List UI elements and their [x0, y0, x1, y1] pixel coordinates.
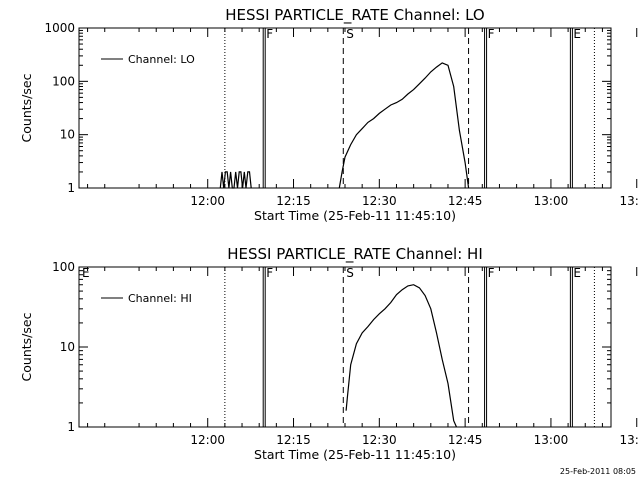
y-tick-label: 1	[67, 420, 75, 434]
x-tick-label: 12:45	[448, 194, 483, 208]
x-tick-label: 12:00	[190, 433, 225, 447]
marker-label: S	[346, 266, 354, 280]
marker-label: E	[573, 266, 581, 280]
x-axis-label: Start Time (25-Feb-11 11:45:10)	[254, 447, 456, 462]
series-line-channel-hi	[345, 284, 458, 428]
x-tick-label: 13:15	[619, 433, 640, 447]
y-tick-label: 100	[52, 74, 75, 88]
y-axis-label: Counts/sec	[19, 312, 34, 381]
x-tick-label: 13:00	[534, 433, 569, 447]
legend-label: Channel: HI	[128, 292, 192, 305]
chart-panel-1: HESSI PARTICLE_RATE Channel: LO 1 10 100 100…	[19, 6, 640, 223]
plot-frame	[78, 266, 612, 428]
x-tick-label: 12:30	[362, 433, 397, 447]
marker-label: F	[266, 27, 273, 41]
legend-label: Channel: LO	[128, 53, 195, 66]
marker-label: E	[573, 27, 581, 41]
marker-label: S	[346, 27, 354, 41]
chart-title: HESSI PARTICLE_RATE Channel: LO	[225, 6, 484, 25]
plot-frame	[78, 27, 612, 189]
marker-label: E	[82, 266, 90, 280]
y-tick-label: 1	[67, 181, 75, 195]
y-axis-label: Counts/sec	[19, 73, 34, 142]
x-tick-label: 12:45	[448, 433, 483, 447]
y-tick-label: 1000	[44, 21, 75, 35]
x-tick-label: 12:15	[276, 194, 311, 208]
marker-label: F	[266, 266, 273, 280]
series-line-channel-lo	[219, 171, 252, 189]
y-tick-label: 10	[60, 128, 75, 142]
x-tick-label: 12:30	[362, 194, 397, 208]
chart-panel-2: HESSI PARTICLE_RATE Channel: HI 1 10 100 12:…	[19, 245, 640, 462]
y-tick-label: 10	[60, 340, 75, 354]
x-tick-label: 12:15	[276, 433, 311, 447]
footer-timestamp: 25-Feb-2011 08:05	[560, 467, 636, 476]
x-tick-label: 13:00	[534, 194, 569, 208]
x-axis-label: Start Time (25-Feb-11 11:45:10)	[254, 208, 456, 223]
y-tick-label: 100	[52, 260, 75, 274]
chart-title: HESSI PARTICLE_RATE Channel: HI	[227, 245, 483, 264]
marker-label: F	[488, 266, 495, 280]
x-tick-label: 13:15	[619, 194, 640, 208]
marker-label: F	[488, 27, 495, 41]
x-tick-label: 12:00	[190, 194, 225, 208]
series-line-channel-lo	[338, 62, 470, 189]
